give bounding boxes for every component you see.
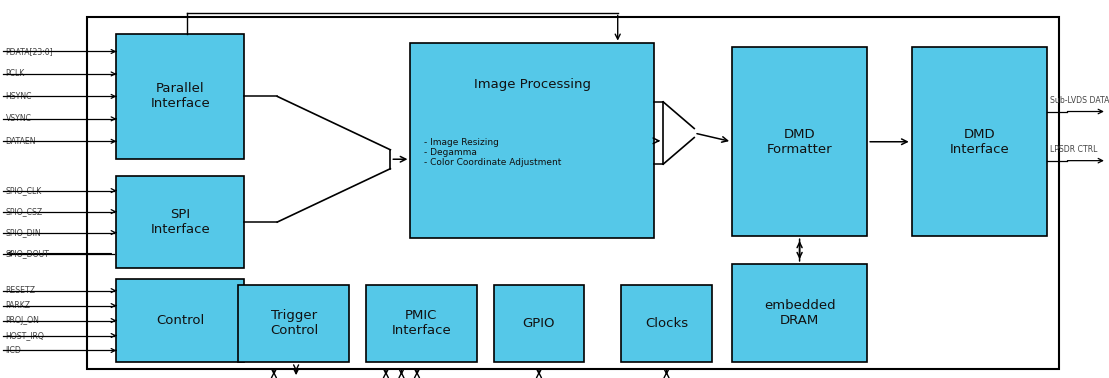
Bar	[366, 285, 477, 362]
Text: DMD
Formatter: DMD Formatter	[766, 128, 833, 156]
Text: embedded
DRAM: embedded DRAM	[764, 299, 835, 327]
Text: PROJ_ON: PROJ_ON	[6, 316, 40, 325]
Text: Trigger
Control: Trigger Control	[269, 309, 318, 338]
Text: HOST_IRQ: HOST_IRQ	[6, 331, 44, 340]
Bar	[238, 285, 349, 362]
Text: HSYNC: HSYNC	[6, 92, 32, 101]
Text: SPIO_CSZ: SPIO_CSZ	[6, 207, 42, 216]
Text: Parallel
Interface: Parallel Interface	[151, 82, 210, 110]
Bar	[410, 43, 654, 238]
Bar	[732, 47, 867, 236]
Text: SPIO_DIN: SPIO_DIN	[6, 228, 41, 237]
Text: DMD
Interface: DMD Interface	[949, 128, 1009, 156]
Text: LPSDR CTRL: LPSDR CTRL	[1050, 145, 1098, 154]
Text: RESETZ: RESETZ	[6, 286, 35, 295]
Text: PARKZ: PARKZ	[6, 301, 31, 310]
Text: PMIC
Interface: PMIC Interface	[391, 309, 451, 338]
Text: VSYNC: VSYNC	[6, 114, 31, 123]
Bar	[116, 176, 244, 268]
Text: Image Processing: Image Processing	[474, 78, 591, 91]
Text: SPI
Interface: SPI Interface	[151, 208, 210, 236]
Text: SPIO_CLK: SPIO_CLK	[6, 186, 42, 195]
Text: PDATA[23:0]: PDATA[23:0]	[6, 47, 53, 56]
Text: IICD: IICD	[6, 346, 21, 355]
Bar	[494, 285, 584, 362]
Text: GPIO: GPIO	[522, 317, 556, 330]
Text: Sub-LVDS DATA: Sub-LVDS DATA	[1050, 96, 1109, 105]
Bar	[732, 264, 867, 362]
Text: Clocks: Clocks	[645, 317, 688, 330]
Text: Control: Control	[156, 314, 204, 327]
Bar	[912, 47, 1047, 236]
Text: PCLK: PCLK	[6, 70, 24, 79]
Bar	[87, 17, 1059, 369]
Bar	[116, 279, 244, 362]
Text: SPIO_DOUT: SPIO_DOUT	[6, 249, 50, 258]
Bar	[621, 285, 712, 362]
Text: DATAEN: DATAEN	[6, 137, 37, 146]
Text: - Image Resizing
- Degamma
- Color Coordinate Adjustment: - Image Resizing - Degamma - Color Coord…	[424, 138, 561, 167]
Bar	[116, 34, 244, 159]
